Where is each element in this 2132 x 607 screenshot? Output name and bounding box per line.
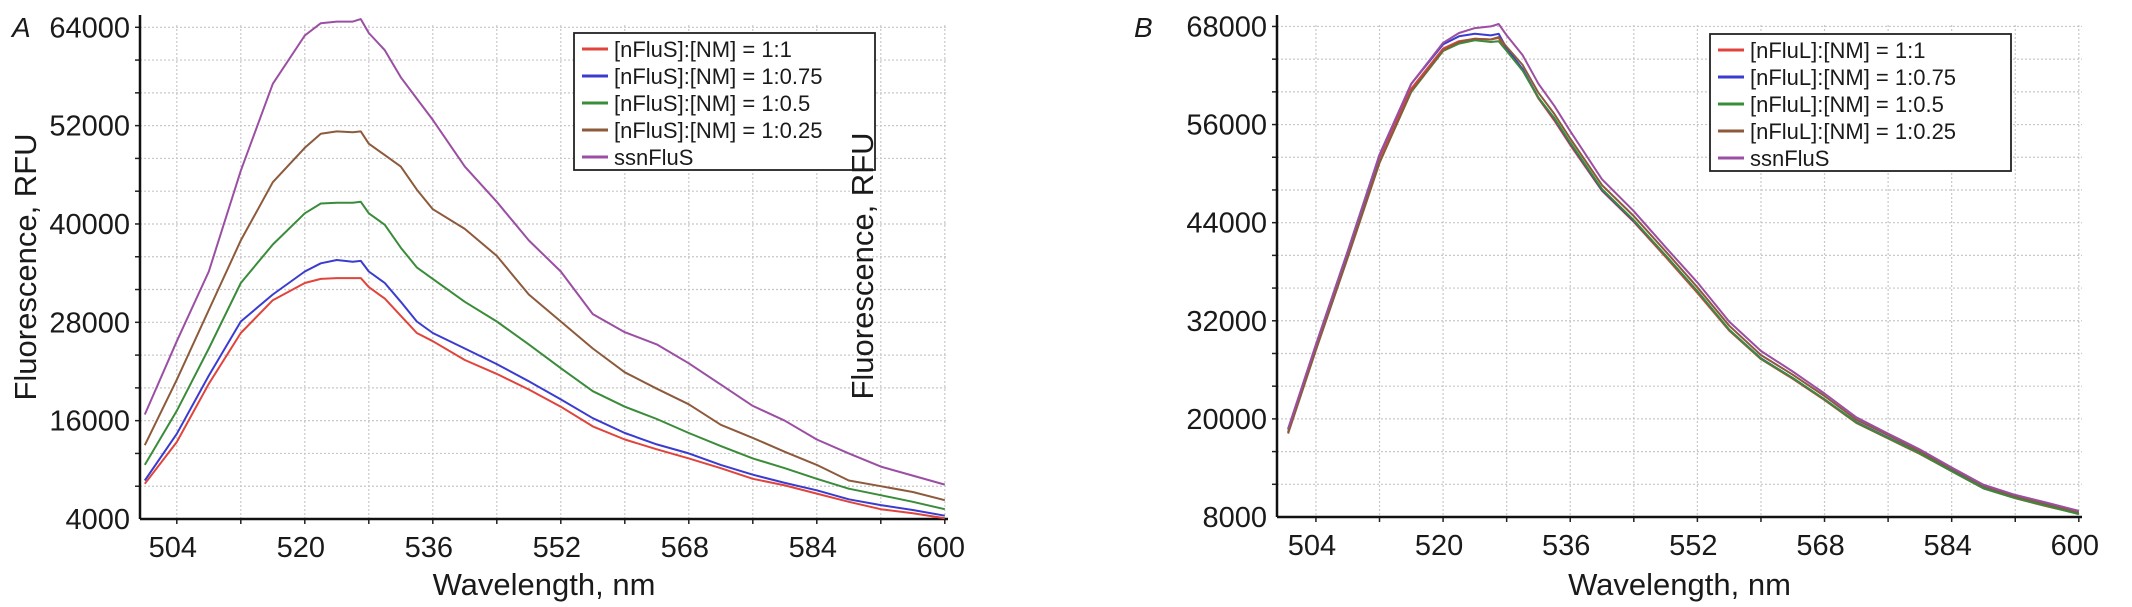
y-tick-label: 32000: [1186, 306, 1267, 338]
x-tick-label: 552: [533, 532, 581, 564]
x-tick-label: 568: [1796, 530, 1844, 562]
x-tick-label: 536: [1542, 530, 1590, 562]
legend-label: [nFluL]:[NM] = 1:0.75: [1750, 65, 1956, 90]
x-tick-label: 552: [1669, 530, 1717, 562]
y-tick-label: 56000: [1186, 110, 1267, 142]
y-tick-label: 68000: [1186, 11, 1267, 43]
x-tick-label: 536: [405, 532, 453, 564]
legend-label: [nFluL]:[NM] = 1:0.25: [1750, 119, 1956, 144]
x-tick-label: 584: [789, 532, 837, 564]
panel-label: A: [10, 12, 31, 43]
x-axis-title: Wavelength, nm: [1568, 567, 1791, 602]
series-line-2: [143, 200, 946, 511]
grid: [135, 25, 948, 524]
x-tick-label: 584: [1923, 530, 1971, 562]
y-tick-label: 40000: [49, 209, 130, 241]
legend-label: [nFluS]:[NM] = 1:1: [614, 37, 792, 62]
legend: [nFluL]:[NM] = 1:1[nFluL]:[NM] = 1:0.75[…: [1709, 33, 2012, 172]
chart-panel-b: 8000 20000 32000 44000 56000 68000 504 520 536 55…: [845, 11, 2099, 602]
x-tick-label: 520: [277, 532, 325, 564]
legend-label: ssnFluS: [1750, 146, 1829, 171]
series-line-4: [143, 18, 946, 486]
series-line-0: [144, 277, 945, 520]
x-tick-label: 504: [1288, 530, 1336, 562]
y-axis-title: Fluorescence, RFU: [8, 133, 43, 400]
x-tick-label: 520: [1415, 530, 1463, 562]
x-tick-label: 504: [149, 532, 197, 564]
y-tick-label: 4000: [65, 504, 130, 536]
y-tick-label: 20000: [1186, 404, 1267, 436]
y-axis-title: Fluorescence, RFU: [845, 132, 880, 399]
x-axis-title: Wavelength, nm: [433, 567, 656, 602]
panel-label: B: [1134, 12, 1153, 43]
y-tick-label: 28000: [49, 307, 130, 339]
grid: [1272, 25, 2082, 522]
series-line-1: [143, 259, 945, 517]
legend-label: [nFluL]:[NM] = 1:0.5: [1750, 92, 1944, 117]
x-tick-label: 600: [917, 532, 965, 564]
legend-box: [573, 32, 876, 171]
series-line-3: [1287, 36, 2080, 514]
x-tick-label: 600: [2051, 530, 2099, 562]
legend: [nFluS]:[NM] = 1:1[nFluS]:[NM] = 1:0.75[…: [573, 32, 876, 171]
legend-label: [nFluS]:[NM] = 1:0.5: [614, 91, 810, 116]
y-tick-label: 8000: [1202, 502, 1267, 534]
legend-label: ssnFluS: [614, 145, 693, 170]
y-tick-label: 16000: [49, 406, 130, 438]
legend-box: [1709, 33, 2012, 172]
legend-label: [nFluL]:[NM] = 1:1: [1750, 38, 1925, 63]
y-tick-label: 44000: [1186, 208, 1267, 240]
y-tick-label: 52000: [49, 111, 130, 143]
x-tick-label: 568: [661, 532, 709, 564]
chart-panel-a: 4000 16000 28000 40000 52000 64000 504 520 536 55…: [8, 12, 965, 602]
series-line-3: [143, 130, 946, 502]
legend-label: [nFluS]:[NM] = 1:0.75: [614, 64, 822, 89]
legend-label: [nFluS]:[NM] = 1:0.25: [614, 118, 822, 143]
series-line-4: [1287, 23, 2080, 512]
y-tick-label: 64000: [49, 12, 130, 44]
